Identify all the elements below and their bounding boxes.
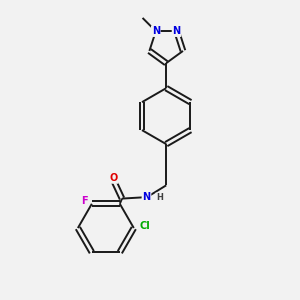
Text: F: F	[81, 196, 88, 206]
Text: H: H	[156, 193, 163, 202]
Text: N: N	[142, 192, 151, 202]
Text: O: O	[110, 173, 118, 183]
Text: N: N	[172, 26, 181, 36]
Text: N: N	[152, 26, 160, 36]
Text: Cl: Cl	[140, 221, 150, 231]
